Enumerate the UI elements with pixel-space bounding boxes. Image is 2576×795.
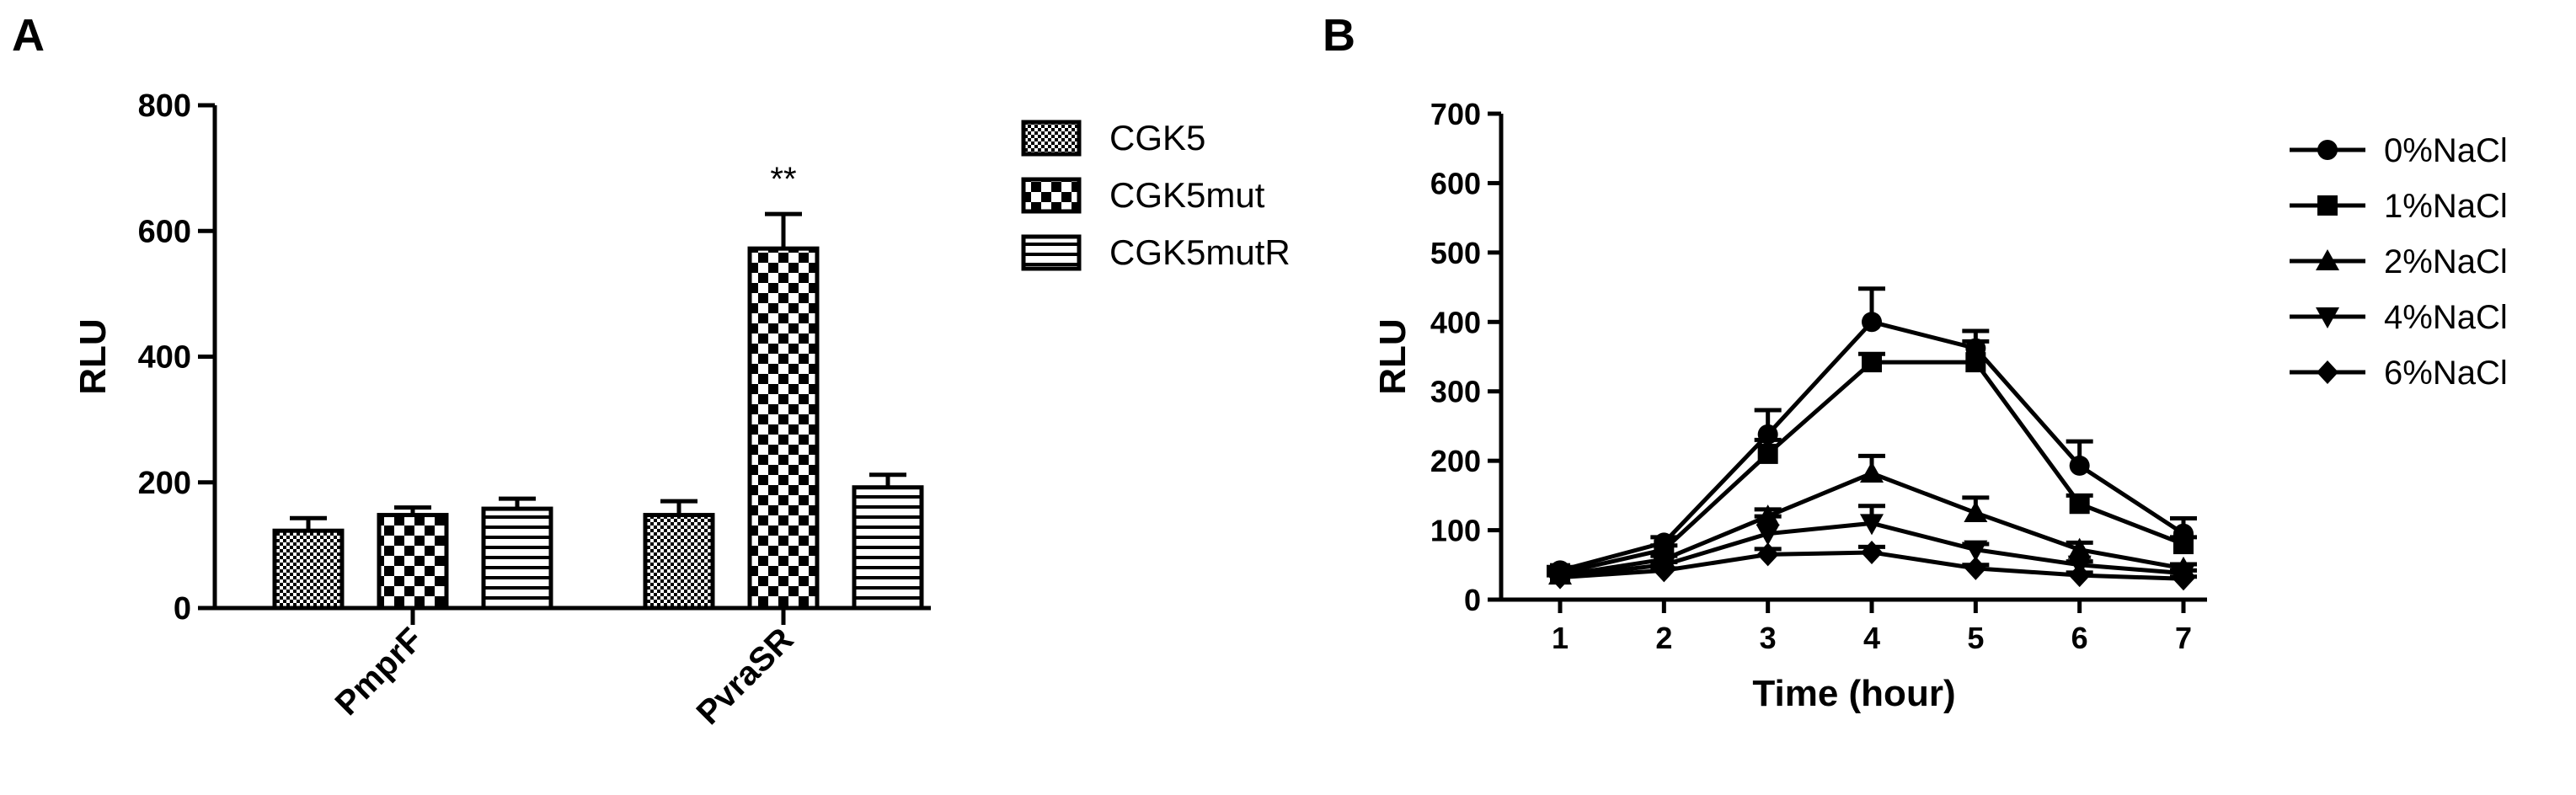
data-point	[1965, 352, 1986, 373]
x-tick-label: PvraSR	[690, 621, 801, 732]
bar	[481, 506, 553, 611]
bar	[747, 246, 820, 611]
data-point	[1756, 524, 1780, 546]
x-tick-label: PmprF	[329, 621, 430, 723]
legend-marker	[2316, 307, 2339, 328]
data-point	[1862, 312, 1882, 333]
data-point	[1861, 540, 1883, 564]
data-point	[2068, 563, 2091, 588]
data-point	[1756, 542, 1779, 567]
panel-a-label: A	[12, 10, 45, 61]
x-tick-label: 5	[1967, 621, 1984, 655]
bar	[272, 528, 345, 611]
legend-label: 4%NaCl	[2384, 299, 2508, 336]
y-tick-label: 400	[138, 340, 191, 376]
legend-label: 1%NaCl	[2384, 188, 2508, 225]
x-tick-label: 6	[2071, 621, 2088, 655]
data-point	[1757, 443, 1778, 464]
x-tick-label: 1	[1552, 621, 1569, 655]
x-axis-title: Time (hour)	[1752, 673, 1955, 714]
data-point	[1964, 500, 1988, 522]
x-tick-label: 4	[1863, 621, 1880, 655]
y-tick-label: 200	[1430, 444, 1481, 478]
data-point	[1860, 514, 1884, 536]
y-tick-label: 700	[1430, 97, 1481, 131]
legend-label: 6%NaCl	[2384, 355, 2508, 392]
y-axis-title: RLU	[72, 318, 114, 394]
x-tick-label: 3	[1760, 621, 1777, 655]
x-tick-label: 2	[1655, 621, 1672, 655]
data-point	[2069, 494, 2090, 515]
bar-chart-a: 0 200 400 600 800 RLU PmprF PvraSR ** CGK5 CGK5mut…	[72, 88, 1291, 732]
legend-marker	[2317, 140, 2338, 160]
y-tick-label: 400	[1430, 305, 1481, 339]
bar	[852, 485, 924, 611]
line-chart-b: 0 100 200 300 400 500 600 700 1 2 3 4 5 6 7 Time (hour)…	[1372, 97, 2508, 714]
legend-label: 2%NaCl	[2384, 243, 2508, 280]
y-tick-label: 0	[174, 591, 191, 627]
data-point	[1860, 461, 1884, 483]
legend-marker	[2316, 249, 2339, 270]
bar	[643, 513, 715, 611]
x-tick-label: 7	[2175, 621, 2192, 655]
y-axis-title: RLU	[1372, 318, 1414, 394]
bar	[377, 513, 449, 611]
y-tick-label: 100	[1430, 514, 1481, 548]
y-tick-label: 500	[1430, 236, 1481, 270]
y-tick-label: 200	[138, 466, 191, 501]
data-point	[2173, 534, 2194, 555]
legend-marker	[2317, 360, 2338, 384]
legend-swatch	[1021, 177, 1082, 214]
data-point	[1964, 540, 1988, 562]
panel-b-label: B	[1323, 10, 1355, 61]
y-tick-label: 300	[1430, 375, 1481, 409]
legend-label: CGK5	[1109, 118, 1205, 157]
y-tick-label: 600	[138, 214, 191, 249]
y-tick-label: 800	[138, 88, 191, 124]
legend-swatch	[1021, 234, 1082, 271]
y-tick-label: 0	[1464, 583, 1481, 617]
legend-label: CGK5mut	[1109, 175, 1265, 215]
data-point	[2172, 567, 2194, 591]
y-tick-label: 600	[1430, 166, 1481, 200]
significance-annotation: **	[770, 161, 796, 198]
legend-swatch	[1021, 120, 1082, 157]
legend-label: CGK5mutR	[1109, 232, 1291, 272]
legend-label: 0%NaCl	[2384, 132, 2508, 169]
data-point	[2067, 537, 2092, 559]
data-point	[1862, 352, 1882, 373]
data-point	[2069, 455, 2090, 476]
data-point	[1964, 556, 1987, 580]
legend-marker	[2317, 195, 2338, 216]
data-point	[1653, 558, 1675, 583]
data-point	[1549, 565, 1571, 590]
